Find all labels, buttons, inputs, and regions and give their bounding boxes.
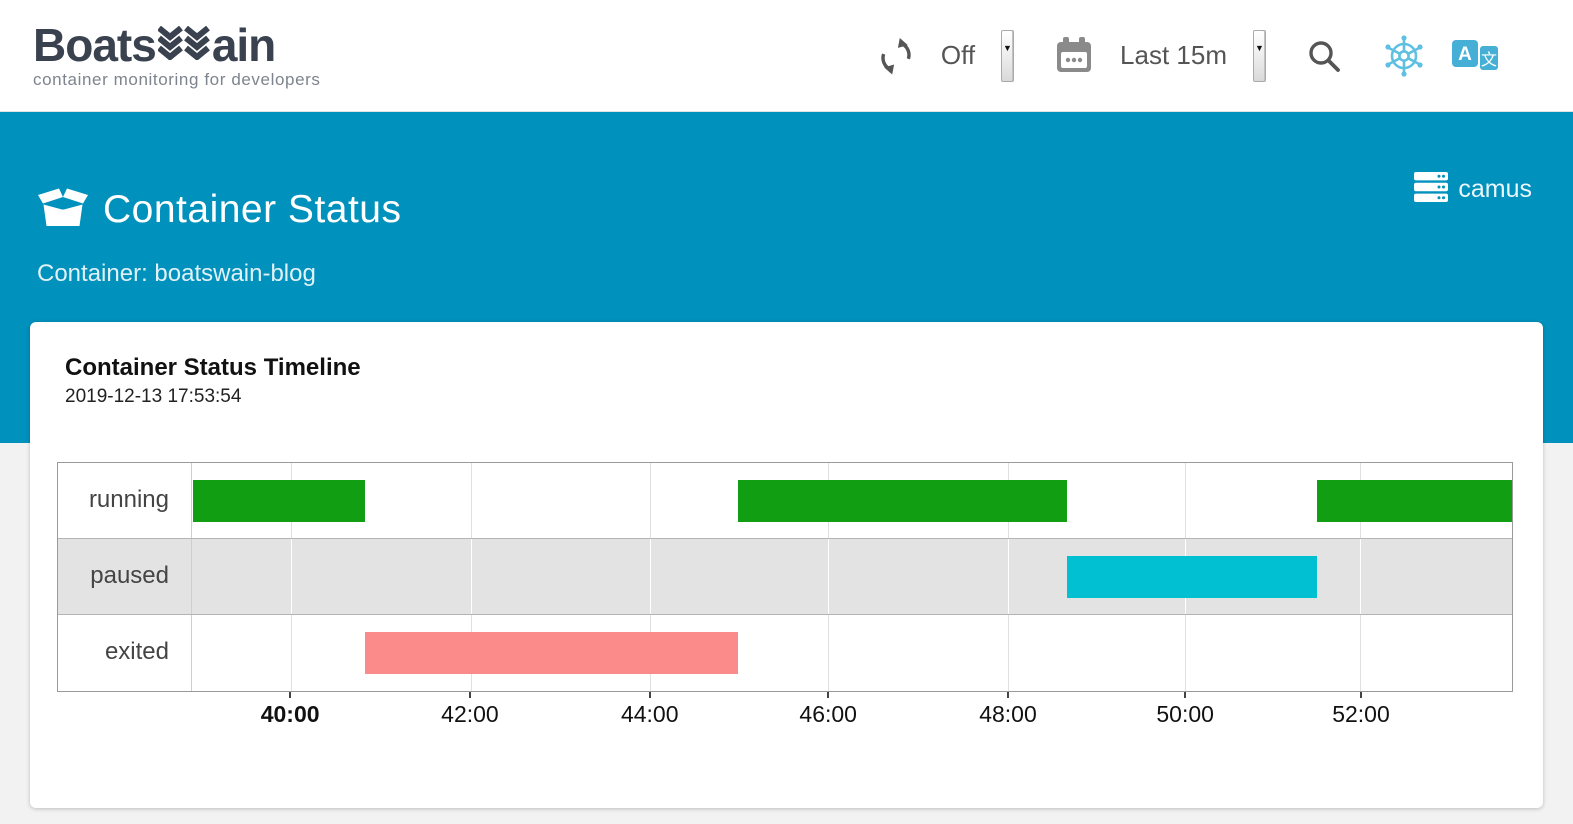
box-open-icon <box>37 186 89 233</box>
x-tick-label: 52:00 <box>1332 701 1390 727</box>
gridline <box>291 615 292 691</box>
status-segment-paused <box>1067 556 1317 598</box>
gridline <box>470 463 472 538</box>
search-icon[interactable] <box>1306 38 1342 74</box>
logo-text-prefix: Boats <box>33 19 157 71</box>
row-label-paused: paused <box>58 539 192 614</box>
logo-tagline: container monitoring for developers <box>33 70 321 89</box>
gridline <box>1360 615 1362 691</box>
status-segment-running <box>193 480 365 522</box>
app-logo[interactable]: Boats ain container monitoring for devel… <box>33 21 320 90</box>
refresh-interval-select[interactable]: ▼ <box>1001 29 1015 82</box>
status-segment-running <box>738 480 1068 522</box>
timeline-card: Container Status Timeline 2019-12-13 17:… <box>30 322 1543 808</box>
timeline-table: running paused exited <box>57 462 1513 692</box>
logo-text-suffix: ain <box>211 19 276 71</box>
logo-chevrons-icon <box>156 21 210 67</box>
gridline <box>1360 539 1362 614</box>
server-icon <box>1414 170 1449 209</box>
timeline-row-running: running <box>58 463 1512 539</box>
gridline <box>650 463 652 538</box>
helm-icon[interactable] <box>1382 33 1426 79</box>
host-link[interactable]: camus <box>1414 170 1532 209</box>
svg-text:A: A <box>1458 44 1472 65</box>
chart-timestamp: 2019-12-13 17:53:54 <box>65 386 242 407</box>
plot-area-exited <box>192 615 1512 691</box>
time-range-value: Last 15m <box>1120 40 1227 70</box>
row-label-running: running <box>58 463 192 538</box>
gridline <box>1007 615 1009 691</box>
chart-title: Container Status Timeline <box>65 354 361 381</box>
status-timeline-chart: running paused exited 40:00 42:00 44:00 46:00… <box>57 462 1513 740</box>
x-tick-label: 46:00 <box>799 701 857 727</box>
row-label-exited: exited <box>58 615 192 691</box>
app-logo-name: Boats ain <box>33 21 320 68</box>
status-segment-running <box>1316 480 1512 522</box>
refresh-interval-value: Off <box>940 40 976 70</box>
x-tick-mark <box>648 692 651 698</box>
gridline <box>1184 463 1186 538</box>
timeline-row-paused: paused <box>58 539 1512 615</box>
gridline <box>1007 539 1009 614</box>
x-tick-label: 42:00 <box>441 701 499 727</box>
top-header: Boats ain container monitoring for devel… <box>0 0 1573 112</box>
gridline <box>470 539 472 614</box>
x-tick-label: 40:00 <box>260 701 320 727</box>
svg-text:文: 文 <box>1481 50 1497 69</box>
header-toolbar: Off ▼ Last 15m ▼ <box>877 29 1498 82</box>
x-tick-label: 48:00 <box>979 701 1037 727</box>
plot-area-running <box>192 463 1512 538</box>
gridline <box>1184 615 1186 691</box>
x-tick-mark <box>468 692 471 698</box>
time-range-select[interactable]: ▼ <box>1253 29 1266 82</box>
page-title: Container Status <box>103 187 402 231</box>
x-tick-label: 50:00 <box>1156 701 1214 727</box>
x-tick-mark <box>827 692 830 698</box>
x-tick-mark <box>1006 692 1009 698</box>
gridline <box>828 539 830 614</box>
plot-area-paused <box>192 539 1512 614</box>
x-axis: 40:00 42:00 44:00 46:00 48:00 50:00 52:00 <box>191 692 1513 740</box>
calendar-icon[interactable] <box>1054 35 1094 77</box>
timeline-row-exited: exited <box>58 615 1512 691</box>
x-tick-label: 44:00 <box>620 701 679 727</box>
x-tick-mark <box>289 692 292 698</box>
status-segment-exited <box>364 632 739 674</box>
refresh-icon[interactable] <box>877 36 915 76</box>
page-subtitle: Container: boatswain-blog <box>37 260 316 287</box>
host-name: camus <box>1458 175 1532 203</box>
translate-icon[interactable]: A 文 <box>1452 38 1498 74</box>
select-arrow-icon: ▼ <box>1255 42 1264 53</box>
gridline <box>650 539 652 614</box>
gridline <box>828 615 830 691</box>
x-tick-mark <box>1184 692 1187 698</box>
gridline <box>291 539 292 614</box>
select-arrow-icon: ▼ <box>1003 42 1012 53</box>
x-tick-mark <box>1359 692 1362 698</box>
